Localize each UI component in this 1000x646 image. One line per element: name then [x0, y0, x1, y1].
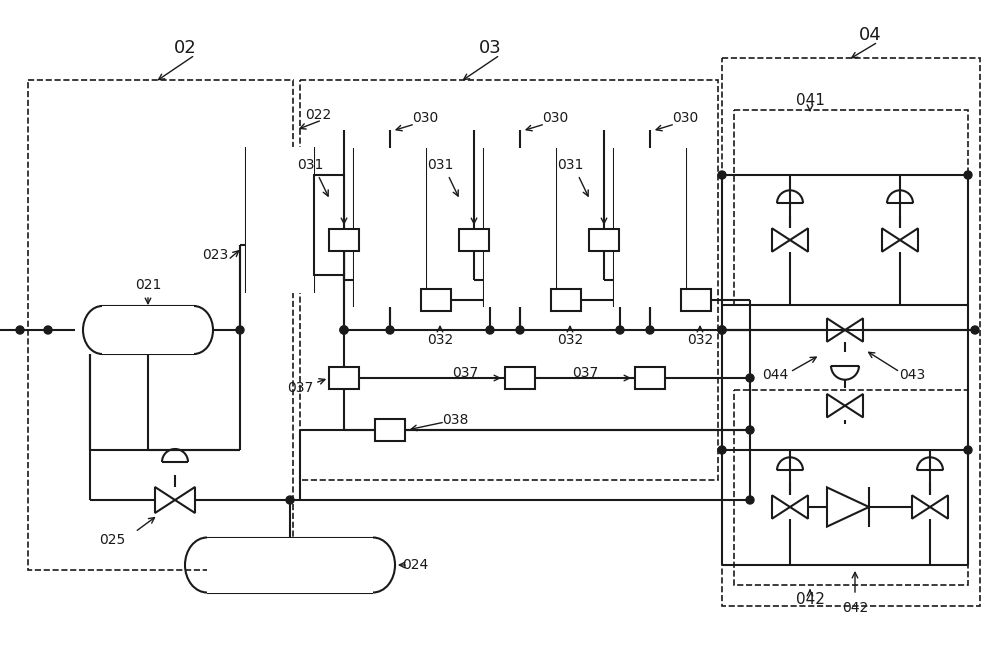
Bar [354, 148, 426, 307]
Circle shape [340, 326, 348, 334]
Bar [300, 80, 718, 480]
Text: 030: 030 [412, 111, 438, 125]
Circle shape [746, 496, 754, 504]
Bar [734, 110, 968, 305]
Circle shape [516, 326, 524, 334]
Text: 03: 03 [479, 39, 501, 57]
Bar [207, 537, 373, 592]
Text: 031: 031 [427, 158, 453, 172]
Bar [635, 367, 665, 389]
Bar [734, 390, 968, 585]
Bar [329, 229, 359, 251]
Circle shape [964, 171, 972, 179]
Circle shape [616, 326, 624, 334]
Bar [314, 175, 344, 275]
Bar [421, 289, 451, 311]
Bar [589, 229, 619, 251]
Circle shape [386, 326, 394, 334]
Text: 037: 037 [452, 366, 478, 380]
Bar [484, 148, 556, 307]
Circle shape [340, 326, 348, 334]
Text: 021: 021 [135, 278, 161, 292]
Text: 043: 043 [899, 368, 925, 382]
Bar [681, 289, 711, 311]
Text: 042: 042 [796, 592, 824, 607]
Bar [329, 367, 359, 389]
Text: 025: 025 [99, 533, 125, 547]
Circle shape [746, 374, 754, 382]
Text: 023: 023 [202, 248, 228, 262]
Text: 02: 02 [174, 39, 196, 57]
Circle shape [16, 326, 24, 334]
Bar [28, 80, 293, 570]
Text: 042: 042 [842, 601, 868, 615]
Bar [722, 58, 980, 606]
Text: 041: 041 [796, 92, 824, 107]
Circle shape [236, 326, 244, 334]
Circle shape [286, 496, 294, 504]
Bar [102, 306, 194, 354]
Bar [551, 289, 581, 311]
Text: 038: 038 [442, 413, 468, 427]
Text: 044: 044 [762, 368, 788, 382]
Bar [459, 229, 489, 251]
Text: 030: 030 [542, 111, 568, 125]
Text: 031: 031 [557, 158, 583, 172]
Bar [614, 148, 686, 307]
Text: 032: 032 [687, 333, 713, 347]
Bar [505, 367, 535, 389]
Circle shape [486, 326, 494, 334]
Bar [375, 419, 405, 441]
Circle shape [746, 426, 754, 434]
Circle shape [964, 446, 972, 454]
Text: 032: 032 [557, 333, 583, 347]
Text: 030: 030 [672, 111, 698, 125]
Circle shape [44, 326, 52, 334]
Circle shape [718, 326, 726, 334]
Text: 032: 032 [427, 333, 453, 347]
Circle shape [718, 446, 726, 454]
Text: 022: 022 [305, 108, 331, 122]
Circle shape [718, 171, 726, 179]
Text: 024: 024 [402, 558, 428, 572]
Text: 031: 031 [297, 158, 323, 172]
Circle shape [718, 326, 726, 334]
Text: 037: 037 [572, 366, 598, 380]
Bar [246, 147, 314, 293]
Text: 04: 04 [859, 26, 881, 44]
Text: 037: 037 [287, 381, 313, 395]
Circle shape [971, 326, 979, 334]
Circle shape [646, 326, 654, 334]
